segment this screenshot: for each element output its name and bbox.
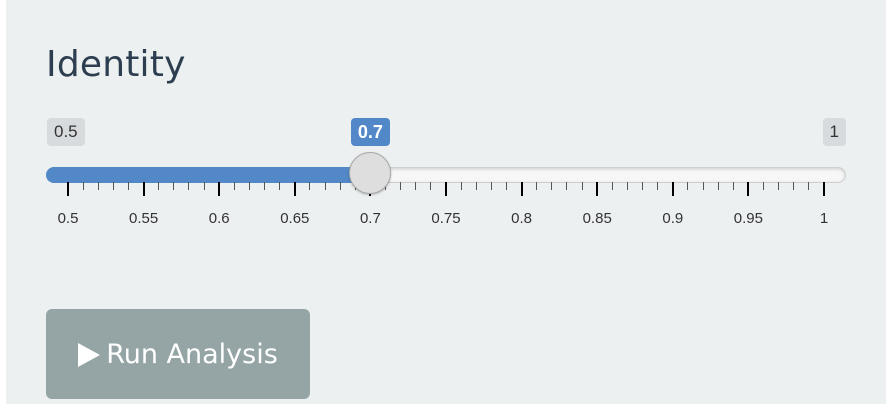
slider-minor-tick	[233, 182, 235, 190]
slider-minor-tick	[188, 182, 190, 190]
slider-minor-tick	[475, 182, 477, 190]
slider-minor-tick	[611, 182, 613, 190]
slider-minor-tick	[717, 182, 719, 190]
slider-minor-tick	[778, 182, 780, 190]
run-analysis-button[interactable]: Run Analysis	[46, 309, 310, 399]
slider-minor-tick	[732, 182, 734, 190]
slider-tick-label: 0.85	[582, 210, 612, 227]
slider-tick-label: 0.55	[128, 210, 159, 227]
slider-minor-tick	[657, 182, 659, 190]
slider-major-tick	[823, 182, 825, 196]
slider-tick-label: 0.5	[57, 210, 79, 227]
identity-label: Identity	[46, 44, 186, 85]
slider-tick-label: 0.7	[359, 210, 381, 227]
slider-minor-tick	[808, 182, 810, 190]
slider-max-badge: 1	[822, 118, 846, 146]
slider-major-tick	[671, 182, 674, 196]
slider-minor-tick	[324, 182, 326, 190]
slider-minor-tick	[339, 182, 341, 190]
slider-minor-tick	[581, 182, 583, 190]
slider-minor-tick	[642, 182, 644, 190]
slider-minor-tick	[415, 182, 417, 190]
slider-minor-tick	[82, 182, 84, 190]
slider-major-tick	[445, 182, 447, 196]
slider-fill	[46, 167, 371, 183]
play-icon	[78, 342, 101, 367]
slider-minor-tick	[400, 182, 402, 190]
slider-minor-tick	[566, 182, 568, 190]
slider-handle[interactable]	[349, 152, 392, 194]
slider-minor-tick	[248, 182, 250, 190]
slider-minor-tick	[702, 182, 704, 190]
slider-tick-label: 0.6	[208, 210, 230, 227]
slider-value-badge: 0.7	[350, 118, 390, 146]
slider-major-tick	[218, 182, 221, 196]
slider-minor-tick	[203, 182, 205, 190]
slider-minor-tick	[793, 182, 795, 190]
slider-minor-tick	[309, 182, 311, 190]
slider-tick-label: 0.8	[511, 210, 533, 227]
slider-minor-tick	[97, 182, 99, 190]
slider-minor-tick	[490, 182, 492, 190]
slider-minor-tick	[505, 182, 507, 190]
slider-major-tick	[520, 182, 523, 196]
slider-major-tick	[747, 182, 750, 196]
slider-minor-tick	[112, 182, 114, 190]
slider-major-tick	[596, 182, 599, 196]
slider-tick-label: 0.65	[280, 210, 310, 227]
slider-min-badge: 0.5	[47, 118, 85, 146]
slider-minor-tick	[536, 182, 538, 190]
run-analysis-label: Run Analysis	[106, 338, 278, 370]
slider-minor-tick	[687, 182, 689, 190]
slider-minor-tick	[626, 182, 628, 190]
slider-tick-label: 1	[819, 210, 829, 227]
slider-minor-tick	[264, 182, 266, 190]
slider-tick-label: 0.95	[733, 210, 763, 227]
slider-minor-tick	[430, 182, 432, 190]
slider-major-tick	[142, 182, 145, 196]
slider-minor-tick	[173, 182, 175, 190]
slider-major-tick	[67, 182, 69, 196]
slider-minor-tick	[158, 182, 160, 190]
slider-minor-tick	[551, 182, 553, 190]
slider-minor-tick	[763, 182, 765, 190]
slider-minor-tick	[127, 182, 129, 190]
slider-minor-tick	[460, 182, 462, 190]
slider-tick-label: 0.9	[662, 210, 684, 227]
slider-minor-tick	[279, 182, 281, 190]
slider-tick-label: 0.75	[431, 210, 461, 227]
slider-major-tick	[293, 182, 296, 196]
